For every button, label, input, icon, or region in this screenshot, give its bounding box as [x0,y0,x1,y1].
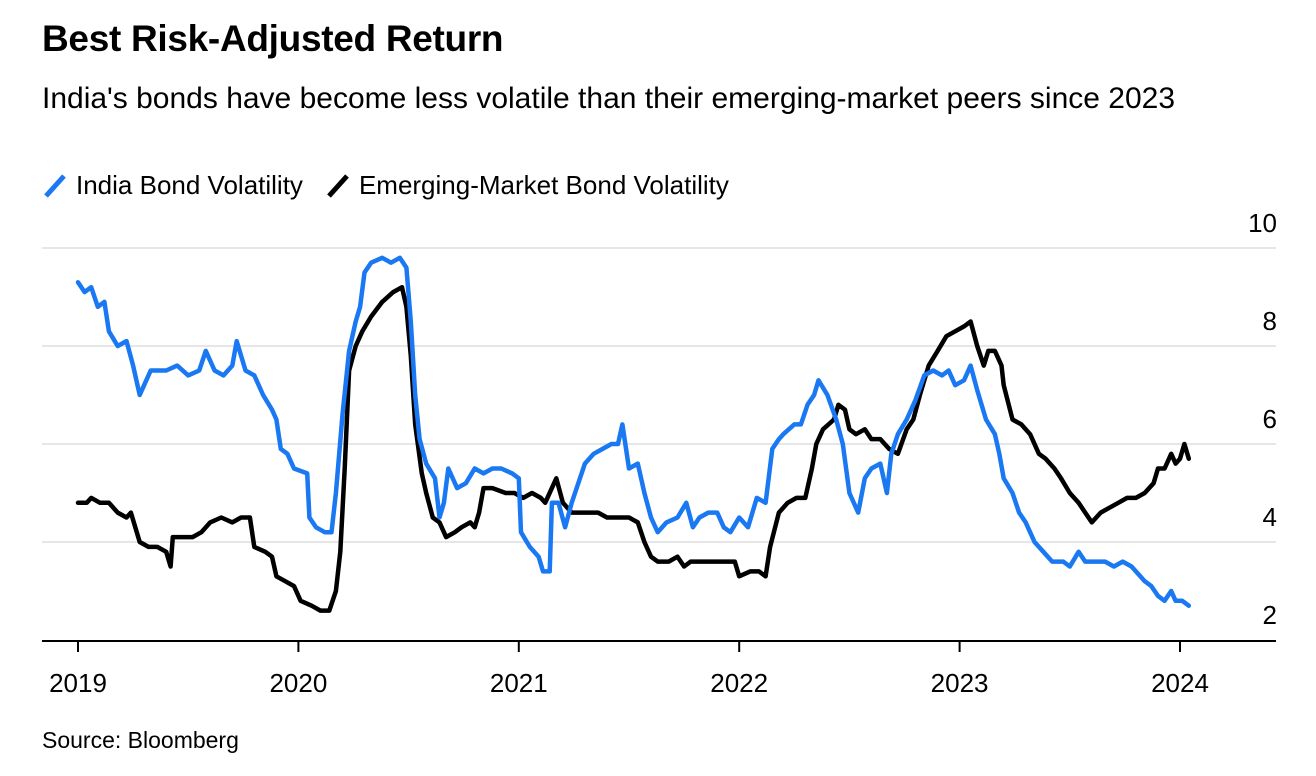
x-tick-label-2023: 2023 [931,668,989,698]
series-line-india [75,255,1192,608]
y-tick-label-4: 4 [1263,502,1277,532]
y-tick-label-10: 10 [1248,208,1277,238]
legend-swatch-em [327,173,349,198]
series-line-em [75,284,1192,613]
x-tick-label-2024: 2024 [1151,668,1209,698]
legend-label-em: Emerging-Market Bond Volatility [358,170,729,200]
chart-legend: India Bond Volatility Emerging-Market Bo… [42,170,751,201]
legend-item-em: Emerging-Market Bond Volatility [325,170,729,201]
y-tick-label-6: 6 [1263,404,1277,434]
x-tick-label-2020: 2020 [269,668,327,698]
y-tick-label-2: 2 [1263,600,1277,630]
x-tick-label-2019: 2019 [49,668,107,698]
x-tick-label-2022: 2022 [710,668,768,698]
x-tick-label-2021: 2021 [490,668,548,698]
legend-swatch-india [44,173,66,198]
legend-item-india: India Bond Volatility [42,170,303,201]
chart-subtitle: India's bonds have become less volatile … [42,82,1176,115]
chart-title: Best Risk-Adjusted Return [42,18,504,59]
y-tick-label-8: 8 [1263,306,1277,336]
source-note: Source: Bloomberg [42,727,239,753]
legend-label-india: India Bond Volatility [76,170,303,200]
